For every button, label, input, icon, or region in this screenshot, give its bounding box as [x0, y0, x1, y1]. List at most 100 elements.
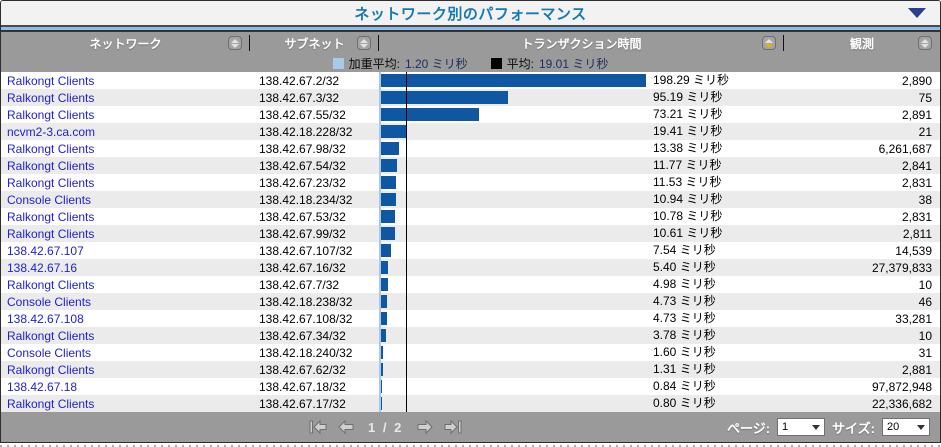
observations-cell: 38: [918, 192, 932, 207]
weighted-average-marker: [379, 174, 381, 191]
transaction-time-bar: [381, 108, 479, 121]
network-cell: Console Clients: [1, 293, 250, 310]
weighted-average-marker: [379, 225, 381, 242]
subnet-cell: 138.42.67.3/32: [259, 90, 340, 105]
network-cell: Ralkongt Clients: [1, 106, 250, 123]
observations-cell: 31: [918, 345, 932, 360]
table-row: Ralkongt Clients 138.42.67.53/32 10.78 ミリ秒…: [1, 208, 940, 225]
table-row: Ralkongt Clients 138.42.67.99/32 10.61 ミリ秒…: [1, 225, 940, 242]
transaction-time-cell: 13.38 ミリ秒: [379, 140, 784, 157]
observations-cell: 2,841: [901, 158, 932, 173]
transaction-time-value: 5.40 ミリ秒: [653, 260, 716, 274]
network-link[interactable]: Ralkongt Clients: [7, 226, 95, 241]
next-page-icon[interactable]: [416, 419, 434, 435]
sort-transaction-time-icon[interactable]: [762, 36, 776, 50]
average-marker: [406, 310, 407, 327]
chevron-down-icon: [812, 424, 821, 430]
observations-cell: 33,281: [895, 311, 932, 326]
network-link[interactable]: Ralkongt Clients: [7, 277, 95, 292]
subnet-cell: 138.42.67.2/32: [259, 73, 340, 88]
header-observations-label: 観測: [849, 36, 874, 51]
last-page-icon[interactable]: [443, 419, 462, 435]
average-marker: [406, 106, 407, 123]
observations-cell: 10: [918, 328, 932, 343]
network-link[interactable]: 138.42.67.108: [7, 311, 84, 326]
subnet-cell: 138.42.67.55/32: [259, 107, 346, 122]
transaction-time-bar: [381, 329, 386, 342]
transaction-time-value: 1.31 ミリ秒: [653, 362, 716, 376]
weighted-average-marker: [379, 344, 381, 361]
table-row: Ralkongt Clients 138.42.67.17/32 0.80 ミリ秒 2…: [1, 395, 940, 412]
network-link[interactable]: Ralkongt Clients: [7, 107, 95, 122]
network-link[interactable]: Ralkongt Clients: [7, 175, 95, 190]
transaction-time-bar: [381, 346, 383, 359]
network-link[interactable]: Ralkongt Clients: [7, 362, 95, 377]
weighted-average-value: 1.20 ミリ秒: [404, 56, 468, 71]
network-link[interactable]: Ralkongt Clients: [7, 73, 95, 88]
observations-cell: 97,872,948: [871, 379, 932, 394]
chart-legend: 加重平均: 1.20 ミリ秒 平均: 19.01 ミリ秒: [1, 54, 940, 72]
network-link[interactable]: 138.42.67.107: [7, 243, 84, 258]
sort-subnet-icon[interactable]: [357, 36, 371, 50]
network-link[interactable]: Console Clients: [7, 345, 92, 360]
column-divider: [783, 35, 784, 51]
legend-average: 平均: 19.01 ミリ秒: [490, 55, 608, 72]
transaction-time-bar: [381, 261, 388, 274]
network-link[interactable]: Console Clients: [7, 294, 92, 309]
weighted-average-swatch: [332, 57, 344, 69]
network-link[interactable]: 138.42.67.16: [7, 260, 78, 275]
transaction-time-cell: 10.94 ミリ秒: [379, 191, 784, 208]
network-link[interactable]: ncvm2-3.ca.com: [7, 124, 96, 139]
subnet-cell: 138.42.18.238/32: [259, 294, 353, 309]
network-link[interactable]: Ralkongt Clients: [7, 158, 95, 173]
transaction-time-bar: [381, 278, 388, 291]
network-link[interactable]: 138.42.67.18: [7, 379, 78, 394]
sort-network-icon[interactable]: [228, 36, 242, 50]
average-marker: [406, 89, 407, 106]
weighted-average-marker: [379, 140, 381, 157]
size-select[interactable]: 20: [882, 418, 930, 436]
weighted-average-marker: [379, 378, 381, 395]
network-cell: Ralkongt Clients: [1, 208, 250, 225]
transaction-time-bar: [381, 363, 383, 376]
network-link[interactable]: Ralkongt Clients: [7, 209, 95, 224]
weighted-average-marker: [379, 310, 381, 327]
header-subnet: サブネット: [250, 32, 379, 54]
table-row: Ralkongt Clients 138.42.67.7/32 4.98 ミリ秒 10: [1, 276, 940, 293]
previous-page-icon[interactable]: [337, 419, 355, 435]
sort-observations-icon[interactable]: [918, 36, 932, 50]
network-link[interactable]: Ralkongt Clients: [7, 328, 95, 343]
header-network-label: ネットワーク: [89, 36, 162, 51]
transaction-time-bar: [381, 176, 396, 189]
subnet-cell: 138.42.67.16/32: [259, 260, 346, 275]
transaction-time-cell: 10.78 ミリ秒: [379, 208, 784, 225]
table-row: 138.42.67.18 138.42.67.18/32 0.84 ミリ秒 97,87…: [1, 378, 940, 395]
collapse-panel-icon[interactable]: [908, 8, 926, 18]
transaction-time-cell: 1.31 ミリ秒: [379, 361, 784, 378]
network-link[interactable]: Ralkongt Clients: [7, 141, 95, 156]
column-divider: [378, 35, 379, 51]
network-link[interactable]: Console Clients: [7, 192, 92, 207]
page-select[interactable]: 1: [777, 418, 826, 436]
column-divider: [249, 35, 250, 51]
average-marker: [406, 395, 407, 412]
transaction-time-cell: 0.84 ミリ秒: [379, 378, 784, 395]
table-row: ncvm2-3.ca.com 138.42.18.228/32 19.41 ミリ秒 2…: [1, 123, 940, 140]
weighted-average-marker: [379, 208, 381, 225]
weighted-average-marker: [379, 157, 381, 174]
subnet-cell: 138.42.67.62/32: [259, 362, 346, 377]
weighted-average-marker: [379, 293, 381, 310]
network-link[interactable]: Ralkongt Clients: [7, 396, 95, 411]
first-page-icon[interactable]: [309, 419, 328, 435]
size-select-value: 20: [887, 421, 900, 433]
network-link[interactable]: Ralkongt Clients: [7, 90, 95, 105]
page-dotted-border: [0, 444, 941, 447]
transaction-time-value: 73.21 ミリ秒: [653, 107, 723, 121]
observations-cell: 2,831: [901, 175, 932, 190]
table-row: 138.42.67.16 138.42.67.16/32 5.40 ミリ秒 27,37…: [1, 259, 940, 276]
network-cell: Console Clients: [1, 191, 250, 208]
transaction-time-cell: 7.54 ミリ秒: [379, 242, 784, 259]
header-observations: 観測: [784, 32, 940, 54]
average-marker: [406, 72, 407, 89]
